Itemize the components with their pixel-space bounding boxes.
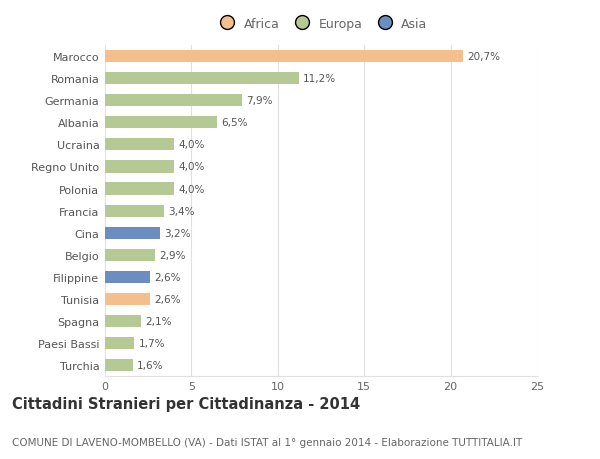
Legend: Africa, Europa, Asia: Africa, Europa, Asia xyxy=(212,15,430,33)
Text: Cittadini Stranieri per Cittadinanza - 2014: Cittadini Stranieri per Cittadinanza - 2… xyxy=(12,397,360,412)
Bar xyxy=(105,117,217,129)
Bar xyxy=(105,293,150,305)
Text: 1,6%: 1,6% xyxy=(137,360,163,370)
Bar xyxy=(105,73,299,85)
Bar xyxy=(105,51,463,63)
Bar xyxy=(105,315,141,327)
Text: 2,9%: 2,9% xyxy=(160,250,186,260)
Text: 3,2%: 3,2% xyxy=(164,228,191,238)
Bar xyxy=(105,271,150,283)
Bar xyxy=(105,249,155,261)
Bar xyxy=(105,337,134,349)
Text: 1,7%: 1,7% xyxy=(139,338,165,348)
Bar xyxy=(105,359,133,371)
Text: 4,0%: 4,0% xyxy=(178,140,205,150)
Text: 2,1%: 2,1% xyxy=(146,316,172,326)
Text: 7,9%: 7,9% xyxy=(246,96,272,106)
Text: 4,0%: 4,0% xyxy=(178,162,205,172)
Text: 3,4%: 3,4% xyxy=(168,206,194,216)
Text: 11,2%: 11,2% xyxy=(303,74,336,84)
Bar xyxy=(105,183,174,195)
Text: COMUNE DI LAVENO-MOMBELLO (VA) - Dati ISTAT al 1° gennaio 2014 - Elaborazione TU: COMUNE DI LAVENO-MOMBELLO (VA) - Dati IS… xyxy=(12,437,522,447)
Bar xyxy=(105,95,242,107)
Bar xyxy=(105,161,174,173)
Text: 2,6%: 2,6% xyxy=(154,294,181,304)
Bar xyxy=(105,227,160,239)
Text: 4,0%: 4,0% xyxy=(178,184,205,194)
Text: 6,5%: 6,5% xyxy=(221,118,248,128)
Text: 20,7%: 20,7% xyxy=(467,52,500,62)
Bar xyxy=(105,205,164,217)
Bar xyxy=(105,139,174,151)
Text: 2,6%: 2,6% xyxy=(154,272,181,282)
